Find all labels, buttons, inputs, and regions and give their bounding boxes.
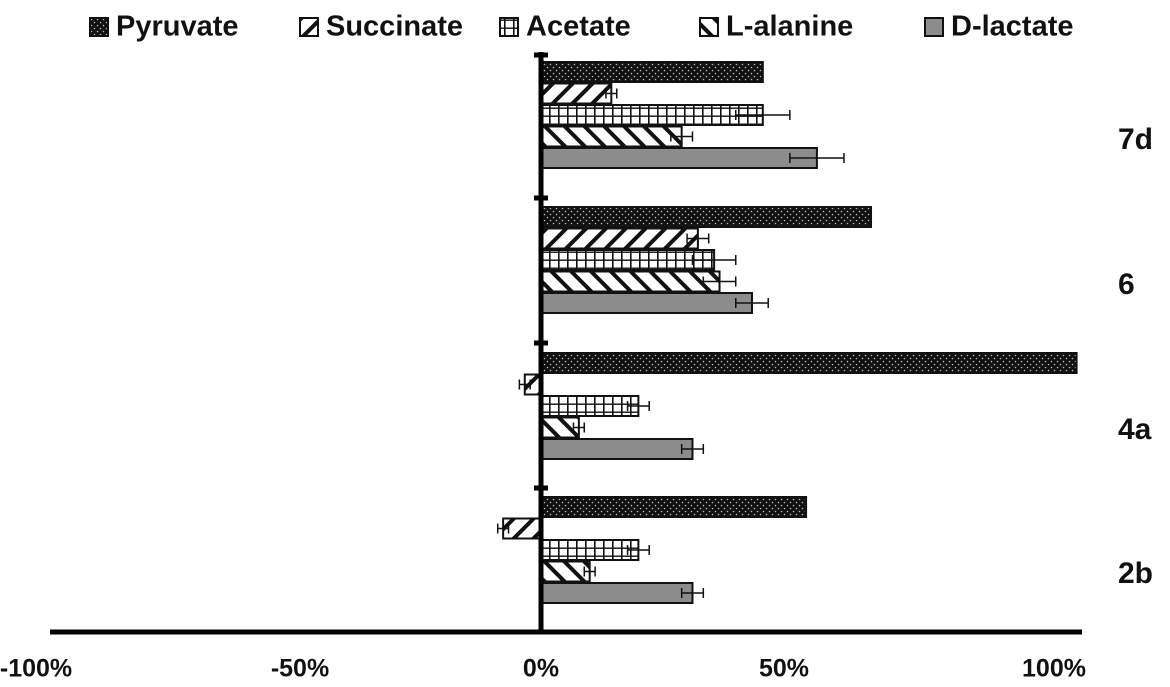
legend-label: L-alanine — [726, 11, 853, 43]
bars — [496, 61, 1078, 604]
bar-pyruvate-6 — [540, 206, 873, 228]
legend-swatch — [499, 17, 519, 37]
x-tick-label: -100% — [0, 655, 72, 683]
bar-succinate-7d — [540, 82, 613, 105]
bar-acetate-7d — [540, 104, 764, 126]
bar-pyruvate-4a — [540, 352, 1078, 374]
category-label-6: 6 — [1118, 268, 1135, 301]
bar-l-alanine-2b — [540, 560, 591, 583]
category-label-2b: 2b — [1118, 557, 1153, 590]
bar-acetate-2b — [540, 539, 640, 561]
bar-acetate-4a — [540, 395, 640, 417]
legend-label: Succinate — [326, 11, 463, 43]
legend: Pyruvate Succinate Acetate L-alanine D-lacta… — [89, 11, 1074, 43]
axes — [50, 52, 1082, 635]
bar-d-lactate-2b — [540, 582, 694, 604]
legend-label: Pyruvate — [116, 11, 239, 43]
bar-d-lactate-6 — [540, 292, 753, 314]
legend-item-l-alanine: L-alanine — [699, 11, 853, 43]
legend-swatch — [924, 17, 944, 37]
x-tick-label: -50% — [271, 655, 329, 683]
category-label-7d: 7d — [1118, 123, 1153, 156]
legend-swatch — [699, 17, 719, 37]
labels: 2b 4a 6 7d -100% -50% 0% 50% 100% — [0, 123, 1153, 683]
legend-item-d-lactate: D-lactate — [924, 11, 1074, 43]
legend-swatch — [89, 17, 109, 37]
x-tick-label: 100% — [1022, 655, 1086, 683]
legend-label: Acetate — [526, 11, 631, 43]
category-label-4a: 4a — [1118, 413, 1152, 446]
bar-pyruvate-2b — [540, 496, 808, 518]
x-tick-label: 50% — [759, 655, 809, 683]
bar-acetate-6 — [540, 249, 716, 271]
legend-item-succinate: Succinate — [299, 11, 463, 43]
bar-l-alanine-6 — [540, 270, 721, 293]
legend-swatch — [299, 17, 319, 37]
legend-item-acetate: Acetate — [499, 11, 631, 43]
bar-pyruvate-7d — [540, 61, 764, 83]
bar-succinate-6 — [540, 227, 699, 250]
bar-d-lactate-7d — [540, 147, 818, 169]
bar-d-lactate-4a — [540, 438, 694, 460]
bar-l-alanine-7d — [540, 125, 683, 148]
legend-label: D-lactate — [951, 11, 1074, 43]
legend-item-pyruvate: Pyruvate — [89, 11, 239, 43]
x-tick-label: 0% — [523, 655, 559, 683]
